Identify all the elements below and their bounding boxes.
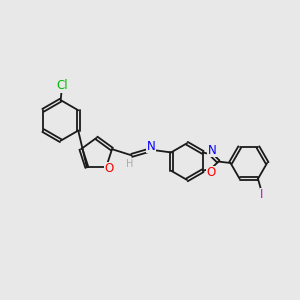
Text: O: O: [104, 162, 113, 176]
Text: H: H: [126, 159, 133, 169]
Text: N: N: [208, 144, 216, 157]
Text: Cl: Cl: [56, 79, 68, 92]
Text: I: I: [260, 188, 264, 201]
Text: O: O: [207, 166, 216, 179]
Text: N: N: [147, 140, 156, 153]
